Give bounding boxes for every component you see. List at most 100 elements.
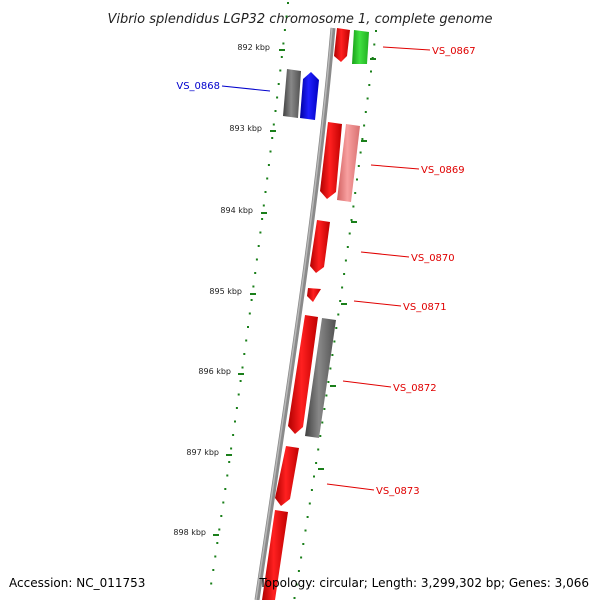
right-track-dot	[375, 30, 377, 32]
right-track-dot	[341, 286, 344, 289]
left-track-dot	[271, 137, 274, 139]
gene-label-vs0873[interactable]: VS_0873	[376, 486, 420, 497]
scale-label-898: 898 kbp	[173, 528, 206, 537]
gene-arrow-vs0872-gray[interactable]	[305, 318, 336, 438]
right-track-dot	[304, 529, 307, 532]
right-track-dot	[368, 84, 371, 86]
gene-arrow-vs0867-green[interactable]	[352, 30, 369, 64]
left-track-dot	[266, 177, 269, 180]
left-track-dot	[220, 515, 223, 517]
right-track-dot	[315, 462, 318, 464]
left-track-dot	[212, 569, 215, 571]
left-track-dot	[287, 2, 289, 4]
map-title: Vibrio splendidus LGP32 chromosome 1, co…	[107, 12, 492, 27]
scale-label-897: 897 kbp	[186, 448, 219, 457]
left-track-dot	[257, 245, 260, 247]
left-track-dot	[267, 164, 270, 166]
left-track-dot	[262, 204, 265, 207]
right-track-dot	[350, 219, 353, 221]
left-track-dot	[247, 326, 249, 328]
left-track-dot	[283, 29, 286, 31]
left-track-dot	[269, 150, 272, 153]
feature-track-ticks	[210, 2, 377, 599]
right-track-dot	[337, 313, 340, 316]
right-track-dot	[333, 340, 336, 343]
gene-arrow-vs0870-red[interactable]	[310, 220, 330, 273]
gene-arrow-vs0868-blue[interactable]	[300, 72, 319, 120]
right-track-dot	[293, 597, 296, 599]
left-track-dot	[248, 312, 251, 315]
left-track-dot	[230, 447, 233, 450]
left-track-dot	[259, 231, 262, 234]
gene-arrow-vs0869-red[interactable]	[320, 122, 342, 199]
right-track-dot	[363, 124, 366, 127]
gene-arrow-vs0873-red-a[interactable]	[275, 446, 299, 506]
right-track-dot	[306, 516, 309, 518]
left-track-dot	[280, 56, 283, 58]
gene-arrow-vs0867-red[interactable]	[334, 28, 350, 62]
gene-label-vs0867[interactable]: VS_0867	[432, 46, 476, 57]
left-track-dot	[243, 353, 246, 355]
scale-label-894: 894 kbp	[220, 206, 253, 215]
right-track-dot	[310, 489, 313, 491]
left-track-dot	[232, 434, 235, 436]
left-track-dot	[216, 542, 219, 544]
accession-text: Accession: NC_011753	[9, 576, 145, 590]
right-track-dot	[352, 205, 355, 208]
gene-label-vs0869[interactable]: VS_0869	[421, 165, 465, 176]
scale-label-896: 896 kbp	[198, 367, 231, 376]
gene-arrow-vs0872-red[interactable]	[288, 315, 318, 434]
right-track-dot	[354, 192, 357, 194]
left-track-dot	[226, 474, 229, 477]
gene-label-vs0871[interactable]: VS_0871	[403, 302, 447, 313]
left-track-dot	[250, 299, 253, 301]
right-track-dot	[343, 273, 346, 275]
right-track-dot	[331, 354, 334, 356]
scale-label-895: 895 kbp	[209, 287, 242, 296]
left-track-dot	[274, 110, 277, 112]
right-track-dot	[356, 178, 358, 181]
right-track-dot	[302, 543, 305, 545]
left-track-dot	[228, 461, 231, 463]
right-track-dot	[329, 367, 332, 370]
right-track-dot	[319, 435, 322, 437]
gene-arrow-vs0868-gray[interactable]	[283, 69, 301, 118]
left-track-dot	[261, 218, 264, 220]
left-track-dot	[272, 123, 275, 126]
gene-arrow-vs0869-pink[interactable]	[337, 124, 360, 202]
right-track-dot	[317, 448, 320, 451]
left-track-dot	[255, 258, 258, 261]
right-track-dot	[370, 70, 372, 73]
gene-label-leaders	[221, 46, 431, 491]
genome-backbone	[254, 27, 336, 600]
right-track-dot	[300, 556, 303, 559]
right-track-dot	[364, 111, 367, 113]
right-track-dot	[359, 151, 362, 154]
left-track-dot	[237, 393, 240, 396]
right-track-dot	[297, 570, 300, 572]
left-track-dot	[218, 528, 221, 531]
gene-label-vs0870[interactable]: VS_0870	[411, 253, 455, 264]
gene-arrow-vs0871-red[interactable]	[307, 288, 321, 302]
gene-label-vs0872[interactable]: VS_0872	[393, 383, 437, 394]
left-track-dot	[222, 501, 225, 504]
gene-arrow-vs0873-red-b[interactable]	[262, 510, 288, 600]
left-track-dot	[254, 272, 257, 274]
right-track-dot	[295, 583, 298, 586]
gene-features	[262, 28, 369, 600]
gene-label-vs0868[interactable]: VS_0868	[176, 81, 220, 92]
left-track-dot	[282, 42, 285, 45]
right-track-dot	[308, 502, 311, 505]
right-track-dot	[373, 43, 376, 46]
left-track-dot	[239, 380, 242, 382]
right-track-dot	[313, 475, 315, 478]
right-track-dot	[339, 300, 342, 302]
left-track-dot	[214, 555, 217, 558]
right-track-dot	[361, 138, 364, 140]
left-track-dot	[277, 83, 280, 85]
left-track-dot	[264, 191, 267, 193]
right-track-dot	[344, 259, 347, 262]
left-track-dot	[252, 285, 255, 288]
topology-text: Topology: circular; Length: 3,299,302 bp…	[258, 576, 589, 590]
